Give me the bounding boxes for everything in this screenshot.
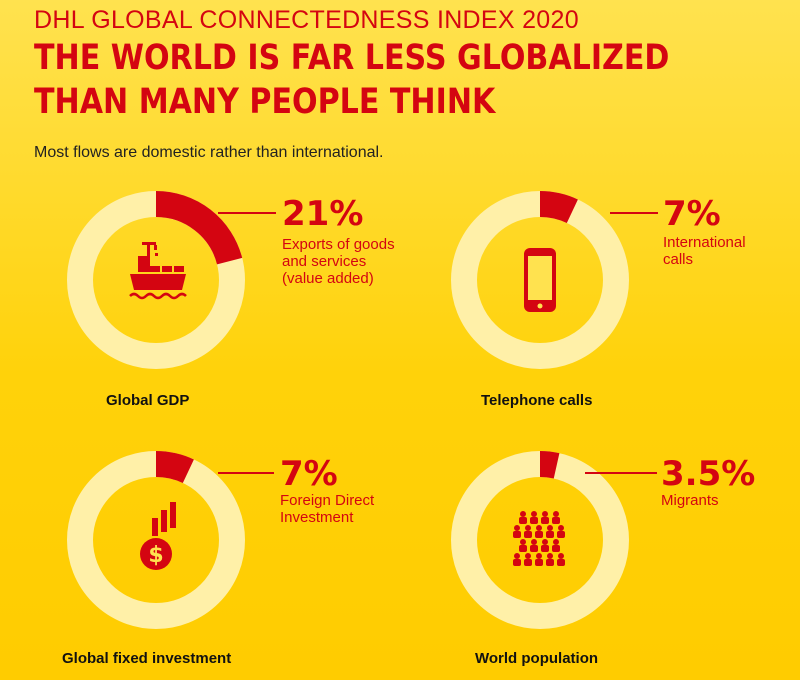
person-figure-body	[535, 531, 543, 538]
value-label-investment: 7%	[280, 454, 338, 494]
person-figure-body	[524, 559, 532, 566]
person-figure-body	[546, 559, 554, 566]
donut-segment-calls	[539, 191, 578, 224]
person-figure-head	[531, 511, 537, 517]
description-calls: International calls	[663, 234, 800, 268]
person-figure-head	[553, 511, 559, 517]
person-figure-head	[558, 553, 564, 559]
donut-ring-base	[451, 451, 629, 629]
leader-line-population	[585, 472, 657, 474]
person-figure-head	[531, 539, 537, 545]
person-figure-head	[514, 525, 520, 531]
donut-panel-calls: 7% International calls Telephone calls	[385, 180, 765, 409]
person-figure-head	[514, 553, 520, 559]
person-figure-head	[547, 525, 553, 531]
donut-segment-investment	[155, 451, 194, 484]
cargo-ship-icon	[129, 242, 187, 300]
leader-line-investment	[218, 472, 274, 474]
donut-panel-population: 3.5% Migrants World population	[385, 440, 765, 667]
description-line: Exports of goods	[282, 236, 395, 253]
description-line: International	[663, 234, 746, 251]
value-label-calls: 7%	[663, 194, 721, 234]
svg-text:$: $	[148, 543, 163, 568]
person-figure-head	[520, 539, 526, 545]
category-label-gdp: Global GDP	[106, 392, 190, 409]
donut-chart-population	[451, 451, 629, 629]
smartphone-icon	[524, 248, 556, 312]
description-line: Migrants	[661, 492, 719, 509]
person-figure-body	[519, 545, 527, 552]
people-group-icon	[513, 511, 565, 566]
person-figure-head	[542, 511, 548, 517]
donut-chart-investment: $	[67, 451, 245, 629]
donut-panel-gdp: 21% Exports of goods and services (value…	[0, 180, 395, 409]
person-figure-body	[513, 559, 521, 566]
person-figure-body	[552, 545, 560, 552]
description-line: Foreign Direct	[280, 492, 375, 509]
person-figure-head	[525, 553, 531, 559]
person-figure-head	[553, 539, 559, 545]
person-figure-body	[546, 531, 554, 538]
category-label-population: World population	[475, 650, 599, 667]
person-figure-body	[541, 517, 549, 524]
description-population: Migrants	[661, 492, 800, 509]
person-figure-head	[547, 553, 553, 559]
person-figure-body	[530, 517, 538, 524]
kicker-title: DHL GLOBAL CONNECTEDNESS INDEX 2020	[34, 6, 579, 34]
person-figure-head	[558, 525, 564, 531]
person-figure-body	[519, 517, 527, 524]
donut-panel-investment: $ 7% Foreign Direct Investment Global fi…	[0, 440, 380, 667]
investment-growth-icon: $	[140, 502, 176, 570]
description-line: Investment	[280, 509, 354, 526]
description-line: calls	[663, 251, 694, 268]
person-figure-head	[520, 511, 526, 517]
person-figure-body	[535, 559, 543, 566]
person-figure-body	[524, 531, 532, 538]
description-investment: Foreign Direct Investment	[280, 492, 420, 526]
person-figure-body	[552, 517, 560, 524]
value-label-population: 3.5%	[661, 454, 756, 494]
description-gdp: Exports of goods and services (value add…	[282, 236, 422, 287]
person-figure-head	[536, 553, 542, 559]
description-line: and services	[282, 253, 367, 270]
value-label-gdp: 21%	[282, 194, 364, 234]
headline-line-2: THAN MANY PEOPLE THINK	[34, 82, 496, 122]
person-figure-head	[525, 525, 531, 531]
person-figure-body	[513, 531, 521, 538]
description-line: (value added)	[282, 270, 374, 287]
leader-line-gdp	[218, 212, 276, 214]
leader-line-calls	[610, 212, 658, 214]
intro-text: Most flows are domestic rather than inte…	[34, 144, 384, 161]
donut-chart-calls	[451, 191, 629, 369]
headline-line-1: THE WORLD IS FAR LESS GLOBALIZED	[34, 38, 670, 78]
donut-chart-gdp	[67, 191, 245, 369]
donut-segment-population	[539, 451, 560, 479]
donut-segment-gdp	[155, 191, 243, 265]
category-label-calls: Telephone calls	[481, 392, 593, 409]
headline: THE WORLD IS FAR LESS GLOBALIZED THAN MA…	[34, 36, 688, 124]
person-figure-body	[557, 531, 565, 538]
person-figure-head	[536, 525, 542, 531]
category-label-investment: Global fixed investment	[62, 650, 232, 667]
person-figure-head	[542, 539, 548, 545]
person-figure-body	[557, 559, 565, 566]
person-figure-body	[541, 545, 549, 552]
person-figure-body	[530, 545, 538, 552]
